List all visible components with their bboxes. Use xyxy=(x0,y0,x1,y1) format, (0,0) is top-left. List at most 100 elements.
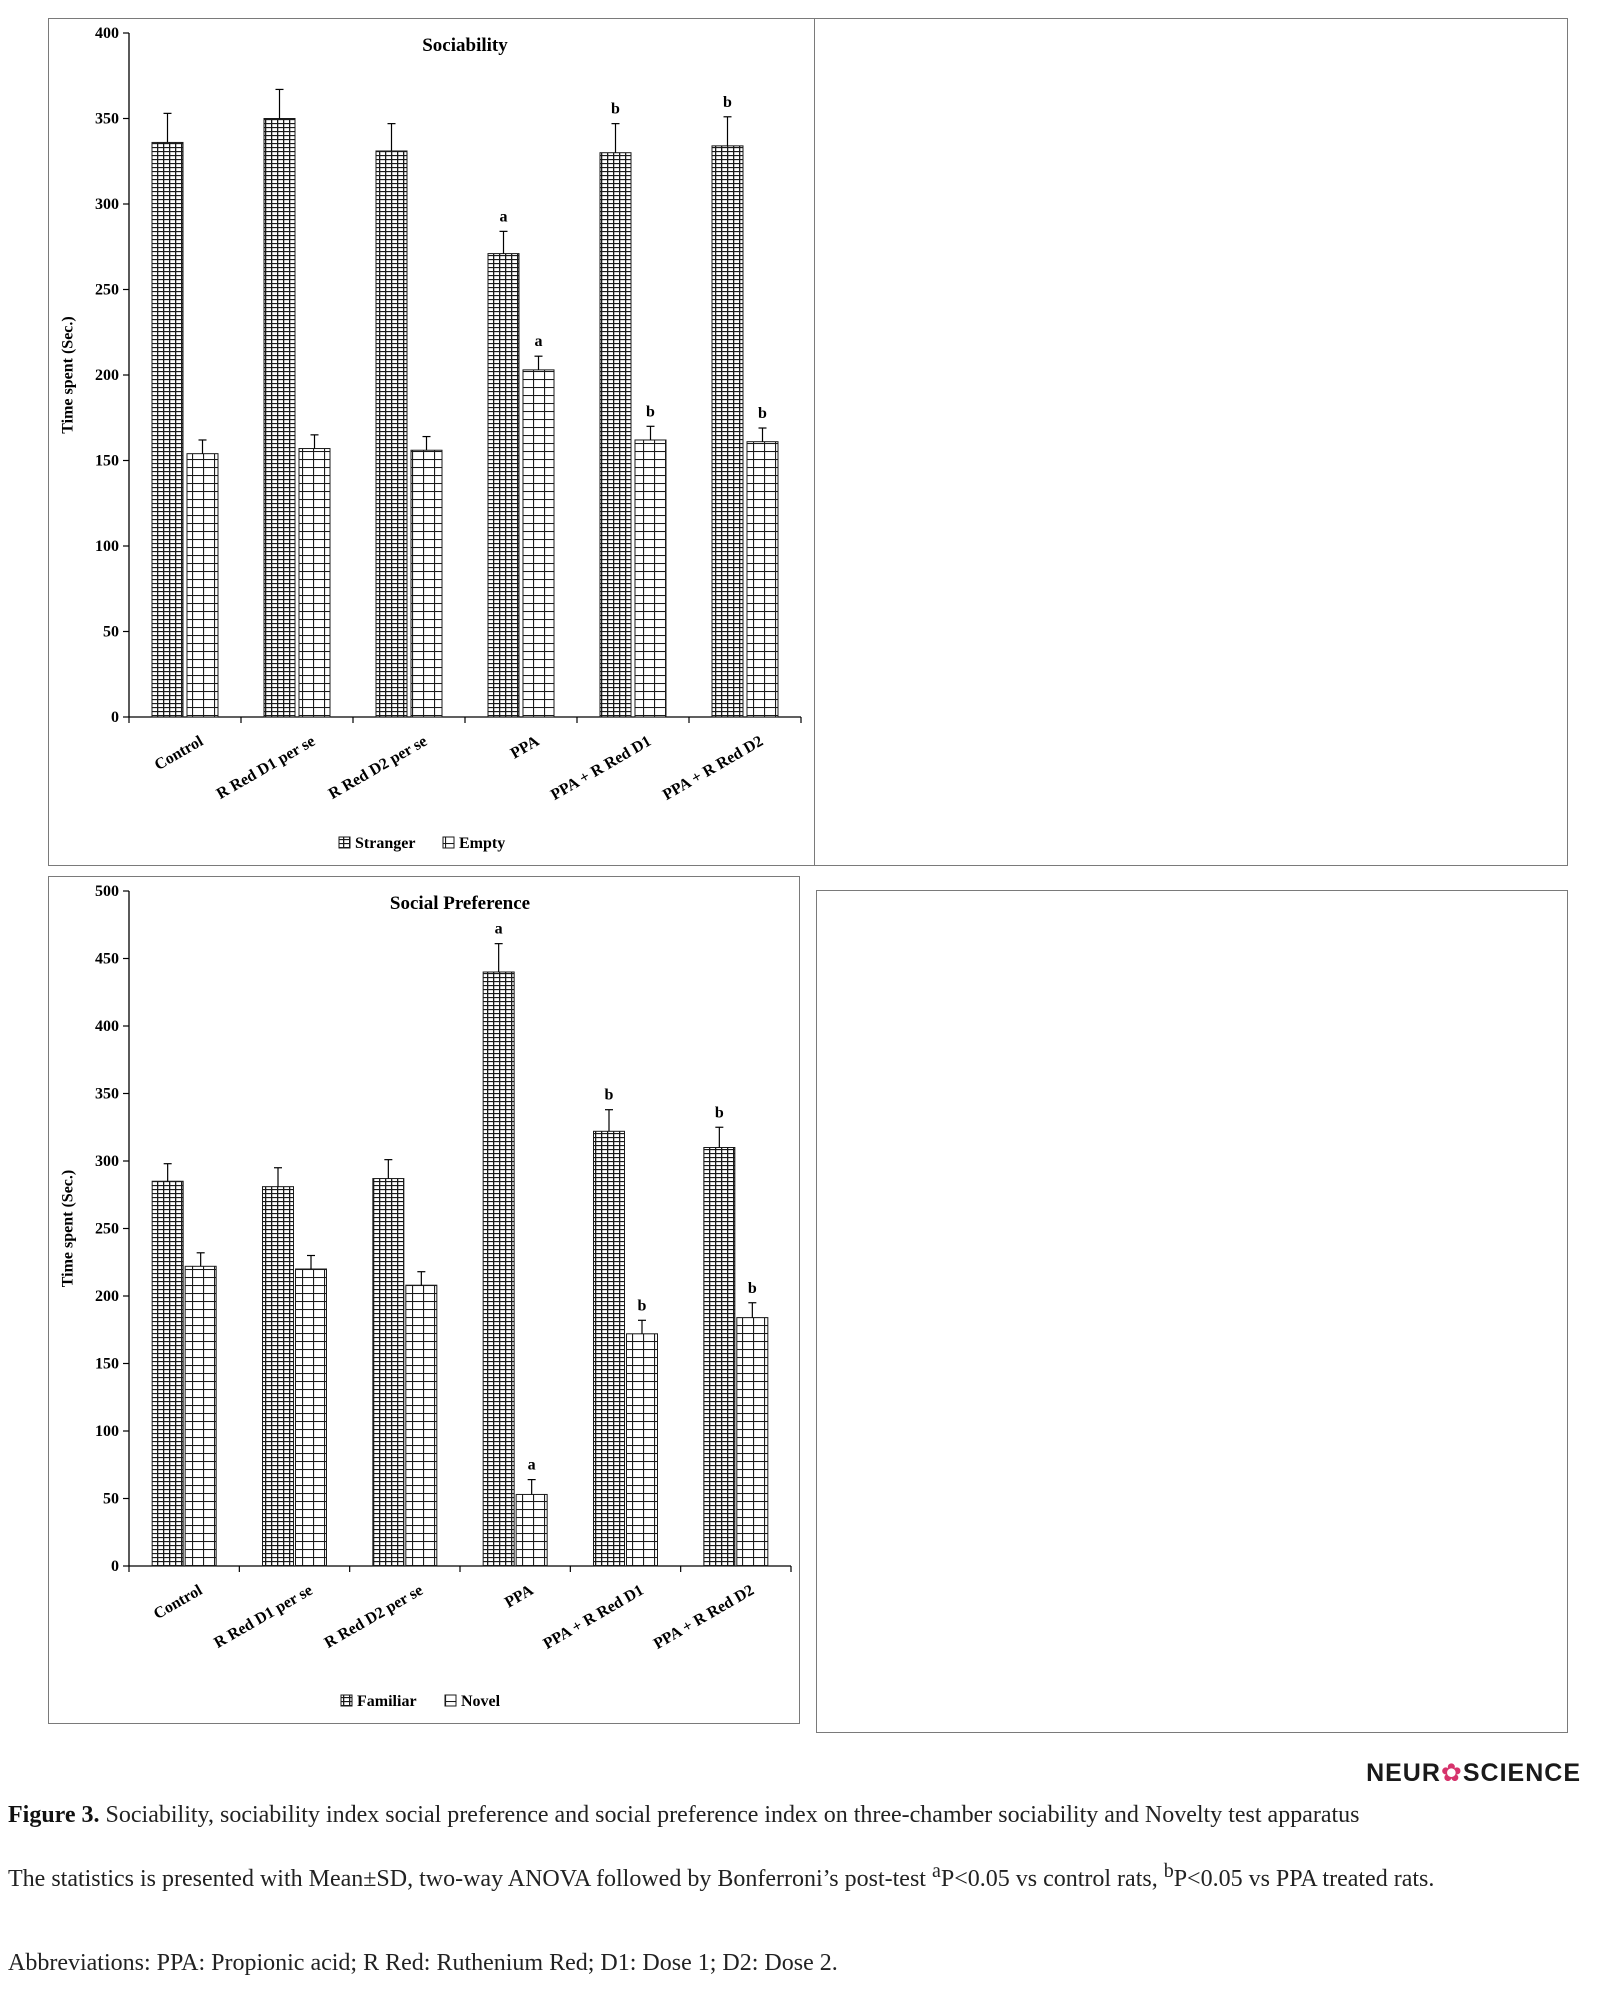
chart-social-preference: Social Preference Index00.10.20.30.40.50… xyxy=(60,883,792,1710)
x-category-label: R Red D1 per se xyxy=(214,733,318,803)
stats-text-1: The statistics is presented with Mean±SD… xyxy=(8,1866,932,1892)
brand-prefix: NEUR xyxy=(1366,1759,1441,1787)
bar xyxy=(522,369,555,718)
bar xyxy=(626,1333,658,1567)
x-category-label: R Red D1 per se xyxy=(211,1582,315,1652)
chart-title: Sociability xyxy=(422,35,508,56)
x-category-label: PPA xyxy=(508,733,543,763)
y-axis-label: Time spent (Sec.) xyxy=(60,1170,77,1287)
y-tick-label: 0 xyxy=(111,709,119,726)
legend-label: Novel xyxy=(461,1693,501,1710)
bar xyxy=(184,1265,217,1567)
bar xyxy=(736,1317,769,1567)
significance-label: b xyxy=(723,94,732,111)
figure-caption-text: Sociability, sociability index social pr… xyxy=(99,1802,1360,1828)
bar xyxy=(410,449,443,718)
chart-social-preference-index xyxy=(817,891,1569,1734)
significance-label: b xyxy=(715,1104,724,1121)
legend-swatch xyxy=(442,836,455,849)
stats-sup-b: b xyxy=(1163,1860,1174,1882)
abbreviations-note: Abbreviations: PPA: Propionic acid; R Re… xyxy=(8,1950,838,1976)
y-tick-label: 250 xyxy=(95,282,119,299)
bar xyxy=(593,1130,625,1567)
bar xyxy=(186,453,219,718)
stats-sup-a: a xyxy=(931,1860,941,1882)
y-tick-label: 0 xyxy=(111,1558,119,1575)
bar xyxy=(298,448,331,718)
bar xyxy=(151,1180,184,1567)
bar xyxy=(703,1147,736,1567)
panel-social-preference-index xyxy=(816,890,1568,1733)
brain-logo-icon: ✿ xyxy=(1440,1759,1463,1787)
y-tick-label: 200 xyxy=(95,367,119,384)
y-tick-label: 50 xyxy=(103,624,119,641)
significance-label: a xyxy=(528,1457,536,1474)
x-category-label: R Red D2 per se xyxy=(326,733,430,803)
legend-label: Stranger xyxy=(355,835,415,852)
y-tick-label: 150 xyxy=(95,1356,119,1373)
bar xyxy=(515,1493,548,1567)
x-category-label: PPA + R Red D1 xyxy=(548,733,654,804)
significance-label: b xyxy=(611,101,620,118)
x-category-label: Control xyxy=(152,732,207,774)
significance-label: b xyxy=(638,1297,647,1314)
significance-label: b xyxy=(758,405,767,422)
legend-label: Empty xyxy=(459,835,505,852)
bar xyxy=(711,145,744,718)
y-tick-label: 100 xyxy=(95,1423,119,1440)
y-tick-label: 50 xyxy=(103,1491,119,1508)
x-category-label: R Red D2 per se xyxy=(322,1582,426,1652)
legend-swatch xyxy=(340,1694,353,1707)
y-tick-label: 200 xyxy=(95,1288,119,1305)
y-tick-label: 450 xyxy=(95,951,119,968)
statistics-note: The statistics is presented with Mean±SD… xyxy=(8,1852,1588,1898)
chart-title: Social Preference xyxy=(390,893,530,914)
y-tick-label: 350 xyxy=(95,111,119,128)
x-category-label: PPA + R Red D1 xyxy=(541,1582,647,1653)
bar xyxy=(295,1268,327,1567)
y-tick-label: 150 xyxy=(95,453,119,470)
legend-swatch xyxy=(338,836,351,849)
y-tick-label: 500 xyxy=(95,883,119,900)
stats-text-3: P<0.05 vs PPA treated rats. xyxy=(1173,1866,1435,1892)
y-axis-label: Time spent (Sec.) xyxy=(60,316,77,433)
bar xyxy=(405,1284,438,1567)
chart-sociability-index xyxy=(815,19,1569,867)
figure-label: Figure 3. xyxy=(8,1802,100,1828)
x-category-label: PPA + R Red D2 xyxy=(660,733,766,804)
bar xyxy=(487,253,520,718)
y-tick-label: 100 xyxy=(95,538,119,555)
stats-text-2: P<0.05 vs control rats, xyxy=(940,1866,1164,1892)
y-tick-label: 300 xyxy=(95,196,119,213)
significance-label: b xyxy=(748,1280,757,1297)
legend-swatch xyxy=(444,1694,457,1707)
legend-label: Familiar xyxy=(357,1693,417,1710)
bar xyxy=(599,152,632,718)
bar xyxy=(151,141,184,718)
x-category-label: Control xyxy=(151,1581,206,1623)
x-category-label: PPA + R Red D2 xyxy=(651,1582,757,1653)
y-tick-label: 400 xyxy=(95,1018,119,1035)
significance-label: a xyxy=(535,333,543,350)
chart-sociability: Sociability Index00.511.522.5Sociability… xyxy=(60,25,802,852)
x-category-label: PPA xyxy=(502,1582,537,1612)
bar xyxy=(372,1178,405,1567)
bar xyxy=(263,118,296,718)
panel-sociability-index xyxy=(814,18,1568,866)
journal-logo: NEUR✿SCIENCE xyxy=(1366,1758,1581,1788)
bar xyxy=(634,439,667,718)
bar xyxy=(375,150,408,718)
y-tick-label: 250 xyxy=(95,1221,119,1238)
figure-caption: Figure 3. Sociability, sociability index… xyxy=(8,1796,1588,1834)
significance-label: b xyxy=(646,403,655,420)
y-tick-label: 400 xyxy=(95,25,119,42)
panel-sociability: Sociability Index00.511.522.5Sociability… xyxy=(48,18,815,866)
brand-suffix: SCIENCE xyxy=(1462,1759,1581,1787)
significance-label: b xyxy=(605,1087,614,1104)
panel-social-preference: Social Preference Index00.10.20.30.40.50… xyxy=(48,876,800,1724)
y-tick-label: 350 xyxy=(95,1086,119,1103)
significance-label: a xyxy=(500,208,508,225)
bar xyxy=(262,1186,294,1567)
bar xyxy=(746,441,779,718)
bar xyxy=(482,971,515,1567)
